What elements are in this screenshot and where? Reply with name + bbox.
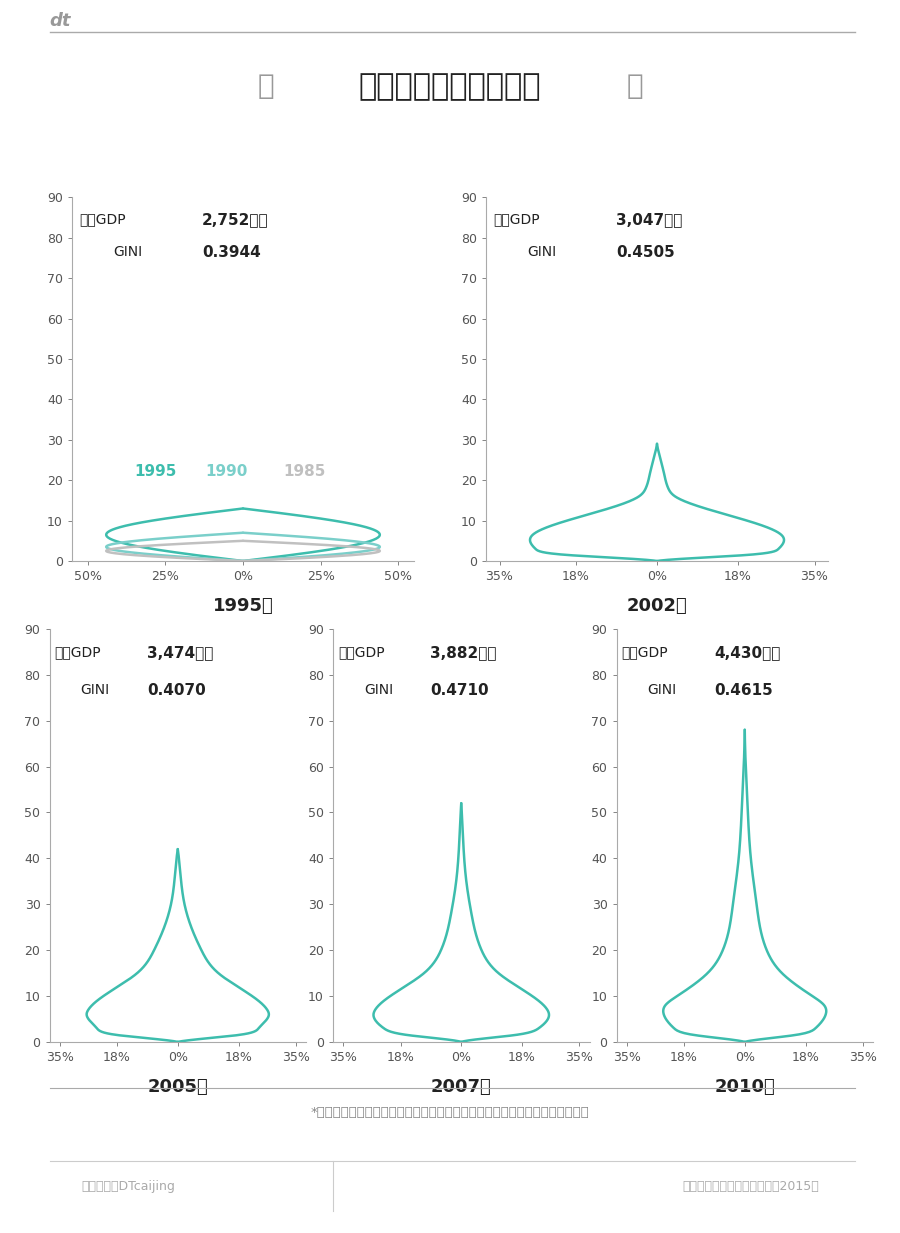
Text: ／: ／ xyxy=(257,73,274,100)
Text: 中国居民收入结构变迁: 中国居民收入结构变迁 xyxy=(359,72,541,101)
Text: 人均GDP: 人均GDP xyxy=(55,645,102,660)
Text: 1995: 1995 xyxy=(134,464,176,480)
X-axis label: 1995年: 1995年 xyxy=(212,597,274,615)
Text: 微信公号：DTcaijing: 微信公号：DTcaijing xyxy=(81,1180,175,1192)
Text: 3,882美元: 3,882美元 xyxy=(430,645,497,661)
Text: 0.3944: 0.3944 xyxy=(202,244,261,260)
X-axis label: 2005年: 2005年 xyxy=(148,1078,208,1096)
X-axis label: 2010年: 2010年 xyxy=(715,1078,775,1096)
Text: 0.4615: 0.4615 xyxy=(714,683,773,698)
Text: 3,474美元: 3,474美元 xyxy=(147,645,213,661)
Text: 1990: 1990 xyxy=(206,464,248,480)
Text: GINI: GINI xyxy=(113,244,142,259)
Text: 人均GDP: 人均GDP xyxy=(338,645,385,660)
Text: GINI: GINI xyxy=(527,244,556,259)
Text: 人均GDP: 人均GDP xyxy=(493,212,539,226)
X-axis label: 2002年: 2002年 xyxy=(626,597,688,615)
Text: 2,752美元: 2,752美元 xyxy=(202,212,268,227)
Text: 1985: 1985 xyxy=(284,464,326,480)
Text: 0.4505: 0.4505 xyxy=(616,244,675,260)
Text: 0.4070: 0.4070 xyxy=(147,683,206,698)
Text: 0.4710: 0.4710 xyxy=(430,683,489,698)
Text: dt: dt xyxy=(50,11,71,30)
Text: *纵轴为家庭人均年收入（人民币千元），横轴为某一收入水平对应的人口比重: *纵轴为家庭人均年收入（人民币千元），横轴为某一收入水平对应的人口比重 xyxy=(310,1106,590,1118)
Text: GINI: GINI xyxy=(364,683,393,697)
Text: 人均GDP: 人均GDP xyxy=(79,212,125,226)
Text: 3,047美元: 3,047美元 xyxy=(616,212,682,227)
Text: GINI: GINI xyxy=(647,683,677,697)
Text: 4,430美元: 4,430美元 xyxy=(714,645,780,661)
Text: ／: ／ xyxy=(626,73,643,100)
X-axis label: 2007年: 2007年 xyxy=(431,1078,491,1096)
Text: 人均GDP: 人均GDP xyxy=(622,645,669,660)
Text: 资料来源：陈宗胜、高玉伟（2015）: 资料来源：陈宗胜、高玉伟（2015） xyxy=(682,1180,819,1192)
Text: GINI: GINI xyxy=(80,683,110,697)
